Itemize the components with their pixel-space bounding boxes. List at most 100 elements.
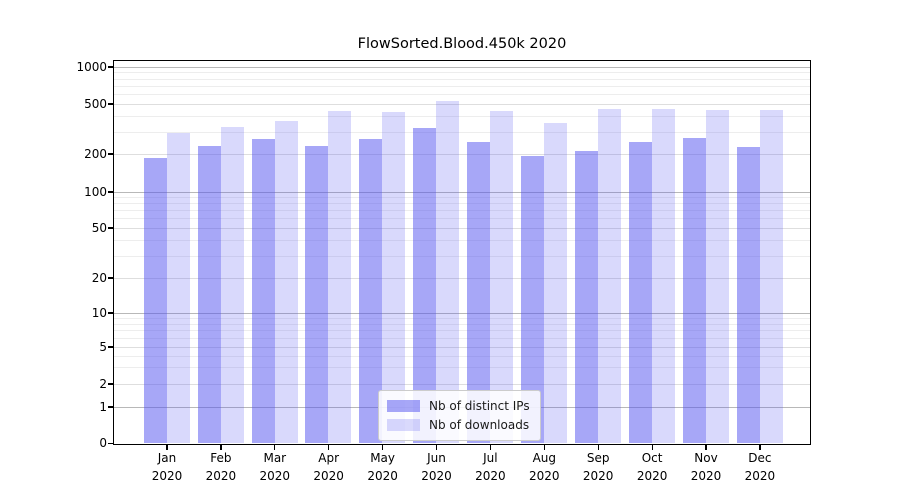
x-tick-mark [382,445,384,450]
y-tick-label-10: 10 [91,305,107,320]
gridline-y-10 [114,312,810,314]
bar-nb-of-distinct-ips-aug [521,155,544,444]
gridline-y-6 [114,337,810,339]
y-tick-mark [108,443,113,445]
y-tick-mark [108,346,113,348]
y-tick-label-100: 100 [84,184,107,199]
x-tick-label-feb: Feb 2020 [205,451,237,483]
bar-nb-of-downloads-jan [166,133,190,444]
y-tick-mark [108,191,113,193]
gridline-y-30 [114,255,810,257]
y-tick-label-50: 50 [91,220,107,235]
gridline-y-300 [114,131,810,133]
y-tick-mark [108,406,113,408]
y-tick-mark [108,227,113,229]
y-tick-mark [108,153,113,155]
x-tick-label-jan: Jan 2020 [151,451,183,483]
bar-nb-of-downloads-apr [328,111,352,444]
bar-nb-of-downloads-may [382,111,406,444]
gridline-y-100 [114,191,810,193]
bar-nb-of-downloads-jul [490,111,514,444]
gridline-y-20 [114,277,810,279]
x-tick-label-mar: Mar 2020 [259,451,291,483]
bar-nb-of-downloads-feb [220,126,244,444]
gridline-y-90 [114,197,810,199]
x-tick-label-may: May 2020 [367,451,398,483]
legend-swatch-icon [387,399,420,412]
bar-nb-of-downloads-nov [705,109,729,444]
bar-nb-of-distinct-ips-jul [467,142,491,444]
x-tick-mark [274,445,276,450]
gridline-y-7 [114,330,810,332]
y-tick-label-0: 0 [99,436,107,451]
y-tick-label-5: 5 [99,339,107,354]
y-tick-mark [108,383,113,385]
x-tick-label-aug: Aug 2020 [529,451,560,483]
plot-area: Nb of distinct IPs Nb of downloads [113,60,811,445]
gridline-y-500 [114,103,810,105]
gridline-y-50 [114,227,810,229]
gridline-y-700 [114,85,810,87]
gridline-y-600 [114,94,810,95]
gridline-y-40 [114,239,810,241]
y-tick-mark [108,277,113,279]
gridline-y-1000 [114,66,810,68]
gridline-y-800 [114,78,810,80]
x-tick-label-jun: Jun 2020 [421,451,452,483]
gridline-y-9 [114,317,810,319]
y-tick-label-200: 200 [84,146,107,161]
gridline-y-400 [114,115,810,117]
x-tick-mark [220,445,222,450]
y-tick-mark [108,66,113,68]
x-tick-mark [597,445,599,450]
y-tick-mark [108,103,113,105]
bar-nb-of-downloads-oct [651,108,675,444]
chart-title: FlowSorted.Blood.450k 2020 [357,36,567,52]
legend-label: Nb of downloads [429,417,530,432]
gridline-y-3 [114,367,810,369]
x-tick-mark [328,445,330,450]
bar-nb-of-distinct-ips-sep [574,150,598,444]
bar-nb-of-downloads-aug [544,123,567,444]
x-tick-mark [759,445,761,450]
x-tick-mark [166,445,168,450]
x-tick-mark [705,445,707,450]
bar-nb-of-distinct-ips-may [359,139,383,444]
gridline-y-4 [114,355,810,357]
legend-label: Nb of distinct IPs [429,398,530,413]
legend-item: Nb of downloads [387,415,530,434]
x-tick-mark [543,445,545,450]
bar-nb-of-downloads-jun [436,101,460,444]
bar-nb-of-downloads-mar [274,120,298,444]
y-tick-label-1000: 1000 [76,59,107,74]
x-tick-label-sep: Sep 2020 [582,451,614,483]
x-tick-label-apr: Apr 2020 [313,451,344,483]
x-tick-mark [651,445,653,450]
legend-item: Nb of distinct IPs [387,396,530,415]
legend: Nb of distinct IPs Nb of downloads [378,390,541,441]
y-tick-label-1: 1 [99,399,107,414]
y-tick-mark [108,312,113,314]
gridline-y-5 [114,346,810,348]
gridline-y-900 [114,72,810,74]
gridline-y-2 [114,383,810,385]
y-tick-label-500: 500 [84,96,107,111]
legend-swatch-icon [387,418,420,431]
bar-nb-of-distinct-ips-nov [682,138,706,444]
gridline-y-200 [114,153,810,155]
y-tick-label-20: 20 [91,270,107,285]
bar-nb-of-distinct-ips-oct [628,142,652,444]
x-tick-label-nov: Nov 2020 [690,451,722,483]
bar-nb-of-distinct-ips-apr [305,146,329,444]
x-tick-mark [435,445,438,450]
gridline-y-8 [114,323,810,325]
bar-nb-of-distinct-ips-feb [197,146,221,444]
gridline-y-70 [114,210,810,212]
bar-nb-of-distinct-ips-mar [251,139,275,444]
bar-nb-of-distinct-ips-jan [143,158,167,444]
gridline-y-80 [114,203,810,205]
x-tick-label-oct: Oct 2020 [636,451,668,483]
bar-nb-of-downloads-dec [759,109,783,444]
x-tick-label-dec: Dec 2020 [744,451,776,483]
